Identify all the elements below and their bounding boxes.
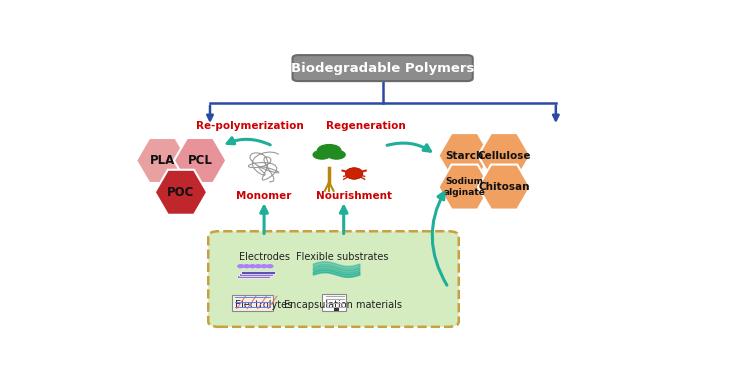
Text: Regeneration: Regeneration xyxy=(326,121,406,131)
Text: PLA: PLA xyxy=(150,154,175,167)
FancyBboxPatch shape xyxy=(209,231,459,327)
Text: Flexible substrates: Flexible substrates xyxy=(296,252,388,262)
Text: Sodium
alginate: Sodium alginate xyxy=(444,177,485,197)
Polygon shape xyxy=(439,165,491,210)
Circle shape xyxy=(238,265,244,268)
Text: Monomer: Monomer xyxy=(236,191,292,201)
FancyBboxPatch shape xyxy=(232,295,273,310)
Text: Electrolytes: Electrolytes xyxy=(236,300,292,310)
Text: POC: POC xyxy=(167,186,195,199)
FancyBboxPatch shape xyxy=(241,271,274,274)
Circle shape xyxy=(314,150,331,159)
Circle shape xyxy=(244,265,250,268)
Circle shape xyxy=(250,265,255,268)
Circle shape xyxy=(261,265,267,268)
Polygon shape xyxy=(439,133,491,178)
Text: Nourishment: Nourishment xyxy=(316,191,392,201)
Text: Re-polymerization: Re-polymerization xyxy=(196,121,304,131)
Circle shape xyxy=(317,145,340,156)
Text: Starch: Starch xyxy=(446,151,484,160)
FancyBboxPatch shape xyxy=(322,294,346,310)
Polygon shape xyxy=(478,165,530,210)
Text: Biodegradable Polymers: Biodegradable Polymers xyxy=(291,62,474,75)
Circle shape xyxy=(328,150,345,159)
FancyBboxPatch shape xyxy=(237,275,271,278)
Text: Cellulose: Cellulose xyxy=(477,151,531,160)
FancyBboxPatch shape xyxy=(238,273,272,276)
Polygon shape xyxy=(174,138,226,183)
Circle shape xyxy=(267,265,273,268)
Text: PCL: PCL xyxy=(188,154,212,167)
Polygon shape xyxy=(136,138,188,183)
Text: Encapsulation materials: Encapsulation materials xyxy=(284,300,401,310)
FancyBboxPatch shape xyxy=(292,55,472,81)
Ellipse shape xyxy=(346,168,363,179)
Polygon shape xyxy=(478,133,530,178)
Text: Chitosan: Chitosan xyxy=(478,182,530,192)
FancyBboxPatch shape xyxy=(334,308,339,310)
Text: Electrodes: Electrodes xyxy=(238,252,290,262)
Circle shape xyxy=(255,265,261,268)
Polygon shape xyxy=(154,170,207,215)
